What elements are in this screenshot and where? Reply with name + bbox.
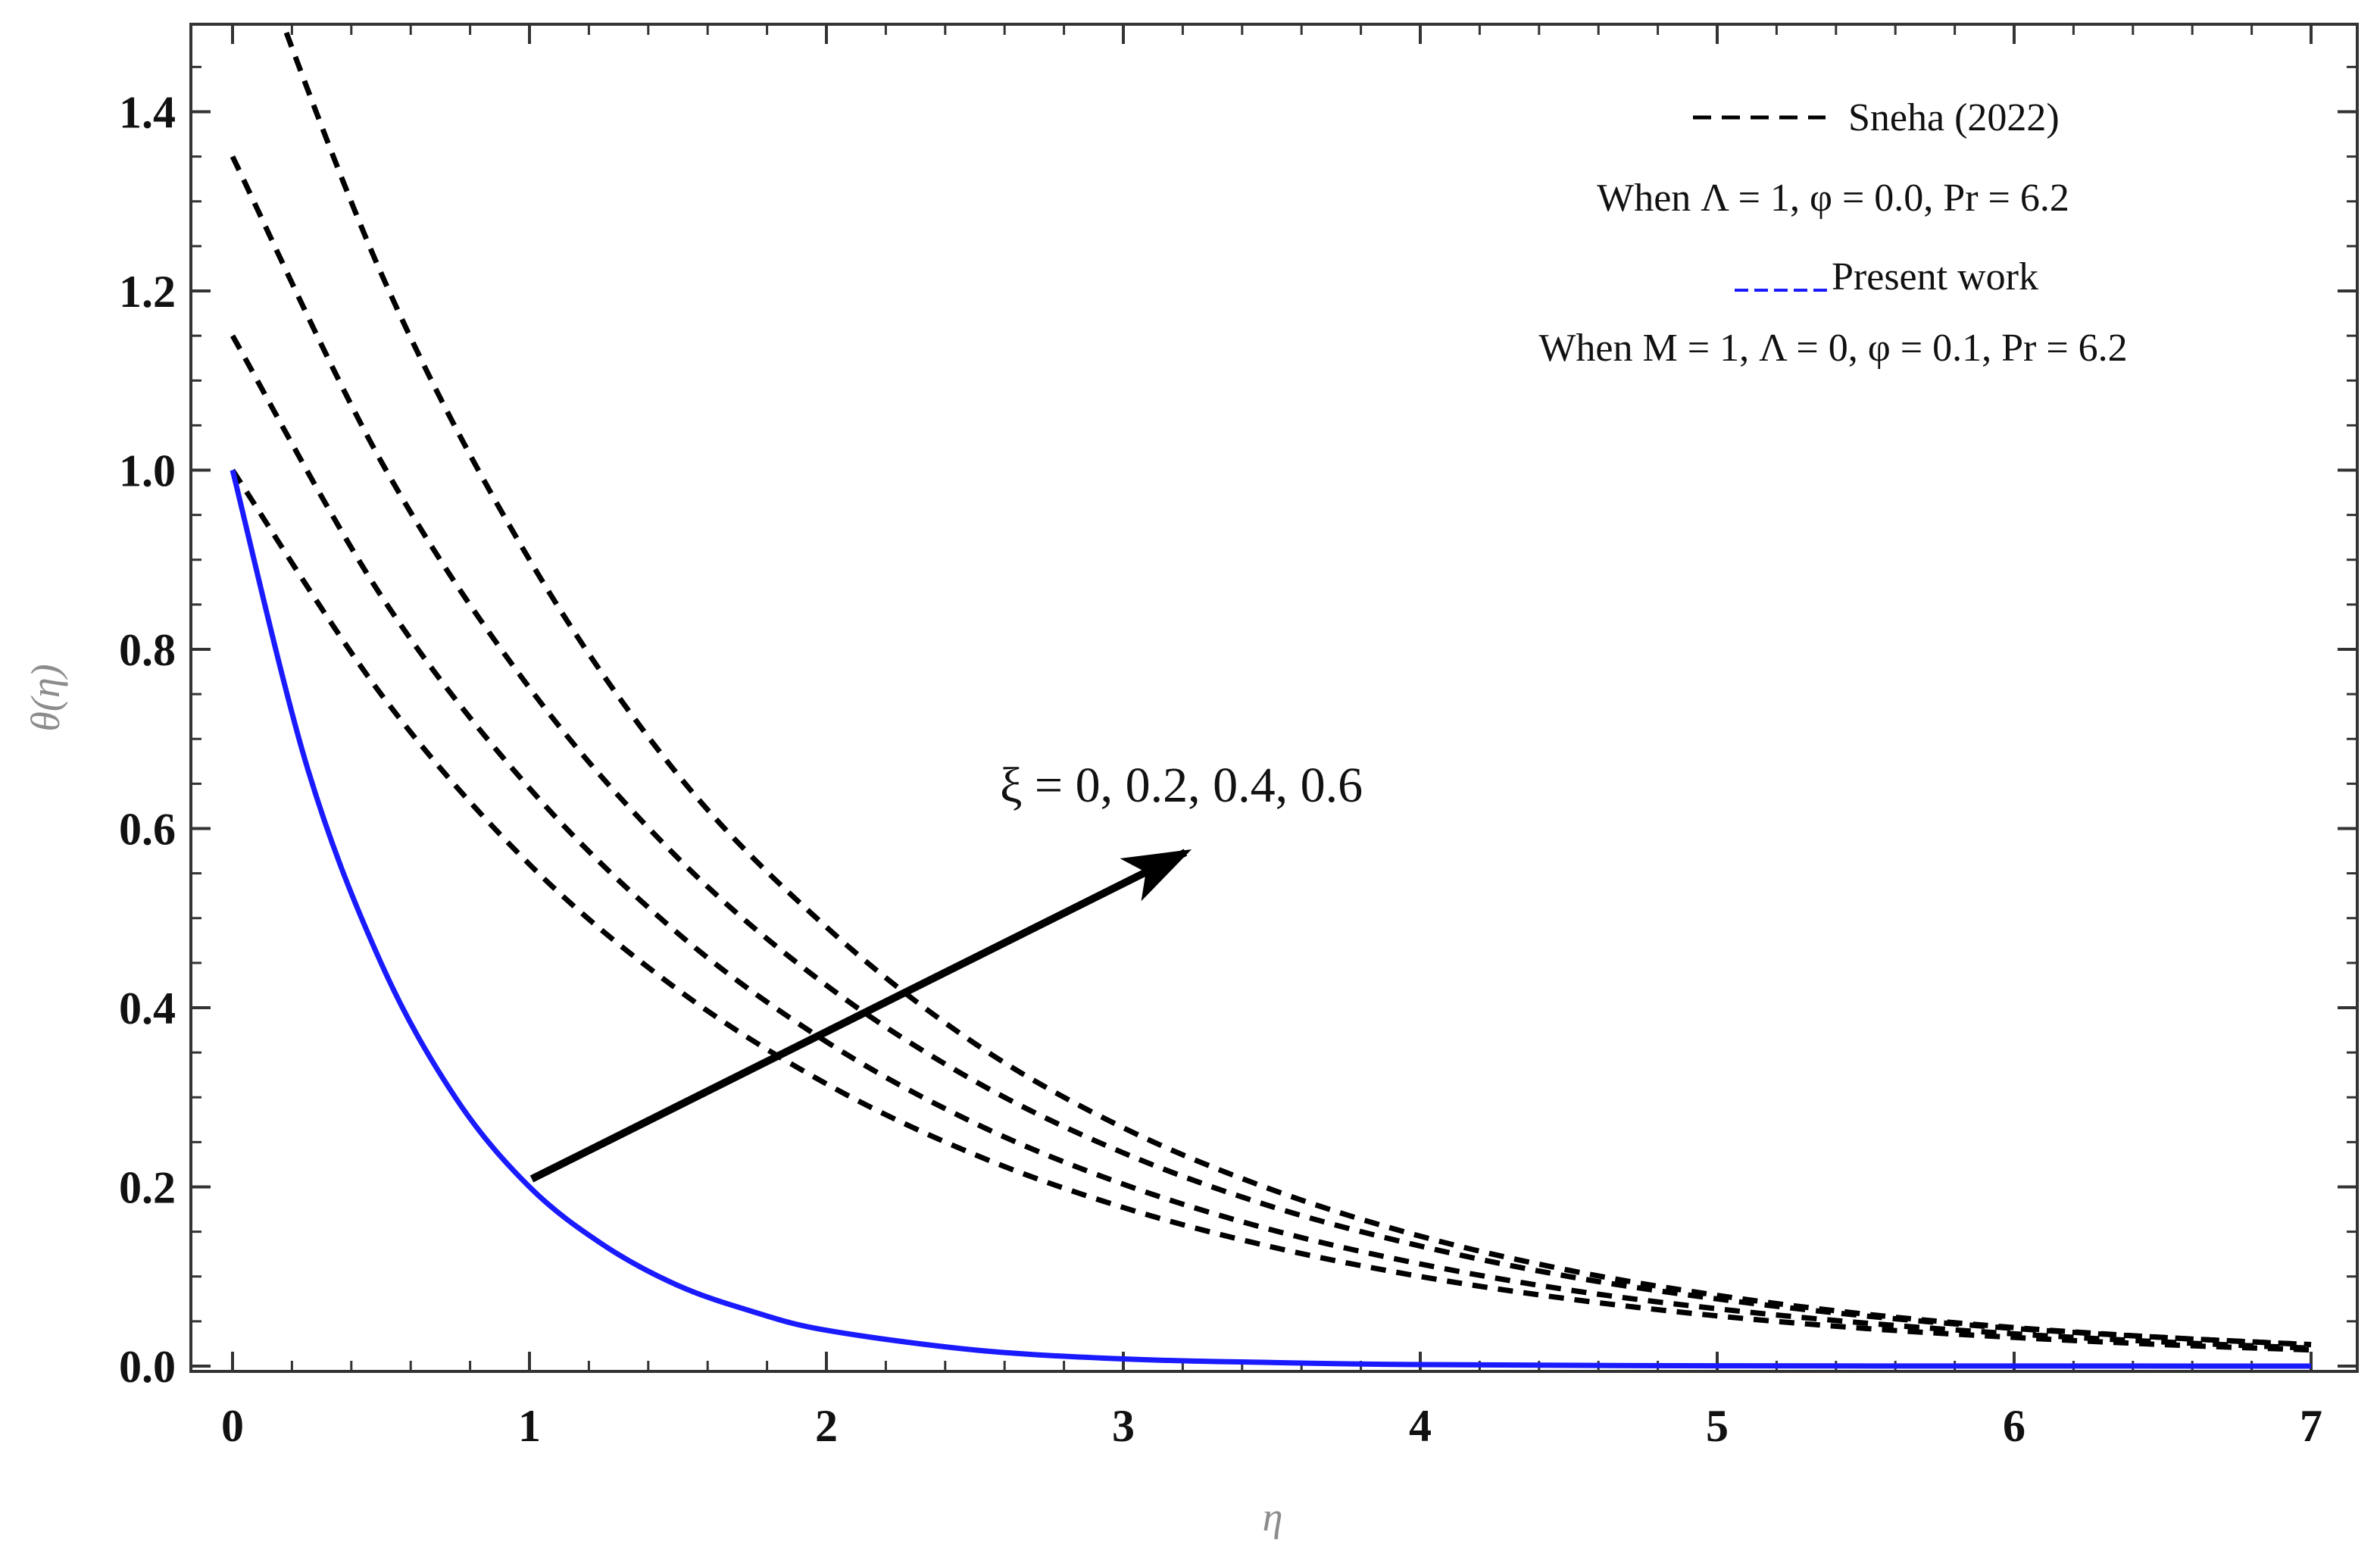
plot-frame — [189, 23, 2359, 1373]
x-axis-title: η — [1263, 1494, 1283, 1540]
y-tick-label: 0.0 — [119, 1342, 176, 1392]
legend-label-sneha-params: When Λ = 1, φ = 0.0, Pr = 6.2 — [1597, 177, 2069, 220]
present-work-curve — [230, 469, 2312, 1369]
y-tick-label: 1.2 — [119, 267, 176, 317]
y-tick-label: 0.4 — [119, 983, 176, 1033]
y-axis-title: θ(η) — [23, 664, 68, 731]
x-tick-label: 7 — [2300, 1401, 2322, 1451]
y-tick-label: 1.4 — [119, 88, 176, 138]
y-tick-label: 0.6 — [119, 805, 176, 855]
trend-arrow — [529, 849, 1192, 1183]
y-tick-label: 0.8 — [119, 625, 176, 675]
axis-ticks — [191, 24, 2357, 1371]
legend-label-sneha: Sneha (2022) — [1848, 96, 2060, 139]
series-layer — [230, 24, 2312, 1369]
y-tick-label: 0.2 — [119, 1163, 176, 1213]
x-tick-label: 3 — [1112, 1401, 1135, 1451]
x-tick-label: 2 — [815, 1401, 838, 1451]
y-tick-label: 1.0 — [119, 446, 176, 496]
xi-annotation: ξ = 0, 0.2, 0.4, 0.6 — [1000, 758, 1363, 813]
sneha-curve-2 — [230, 155, 2312, 1348]
x-tick-label: 6 — [2003, 1401, 2025, 1451]
sneha-curve-0 — [230, 468, 2312, 1353]
x-tick-label: 4 — [1409, 1401, 1432, 1451]
legend: Sneha (2022) When Λ = 1, φ = 0.0, Pr = 6… — [1538, 96, 2127, 370]
sneha-curve-3 — [280, 24, 2312, 1348]
x-tick-label: 5 — [1706, 1401, 1729, 1451]
sneha-curve-1 — [230, 334, 2312, 1351]
x-tick-label: 1 — [518, 1401, 541, 1451]
axis-tick-labels: 0 1 2 3 4 5 6 7 0.0 0.2 0.4 0.6 0.8 1.0 1.2 1.4 — [119, 88, 2322, 1452]
legend-label-present-params: When M = 1, Λ = 0, φ = 0.1, Pr = 6.2 — [1538, 327, 2127, 370]
x-tick-label: 0 — [221, 1401, 244, 1451]
legend-label-present: Present work — [1832, 255, 2038, 299]
